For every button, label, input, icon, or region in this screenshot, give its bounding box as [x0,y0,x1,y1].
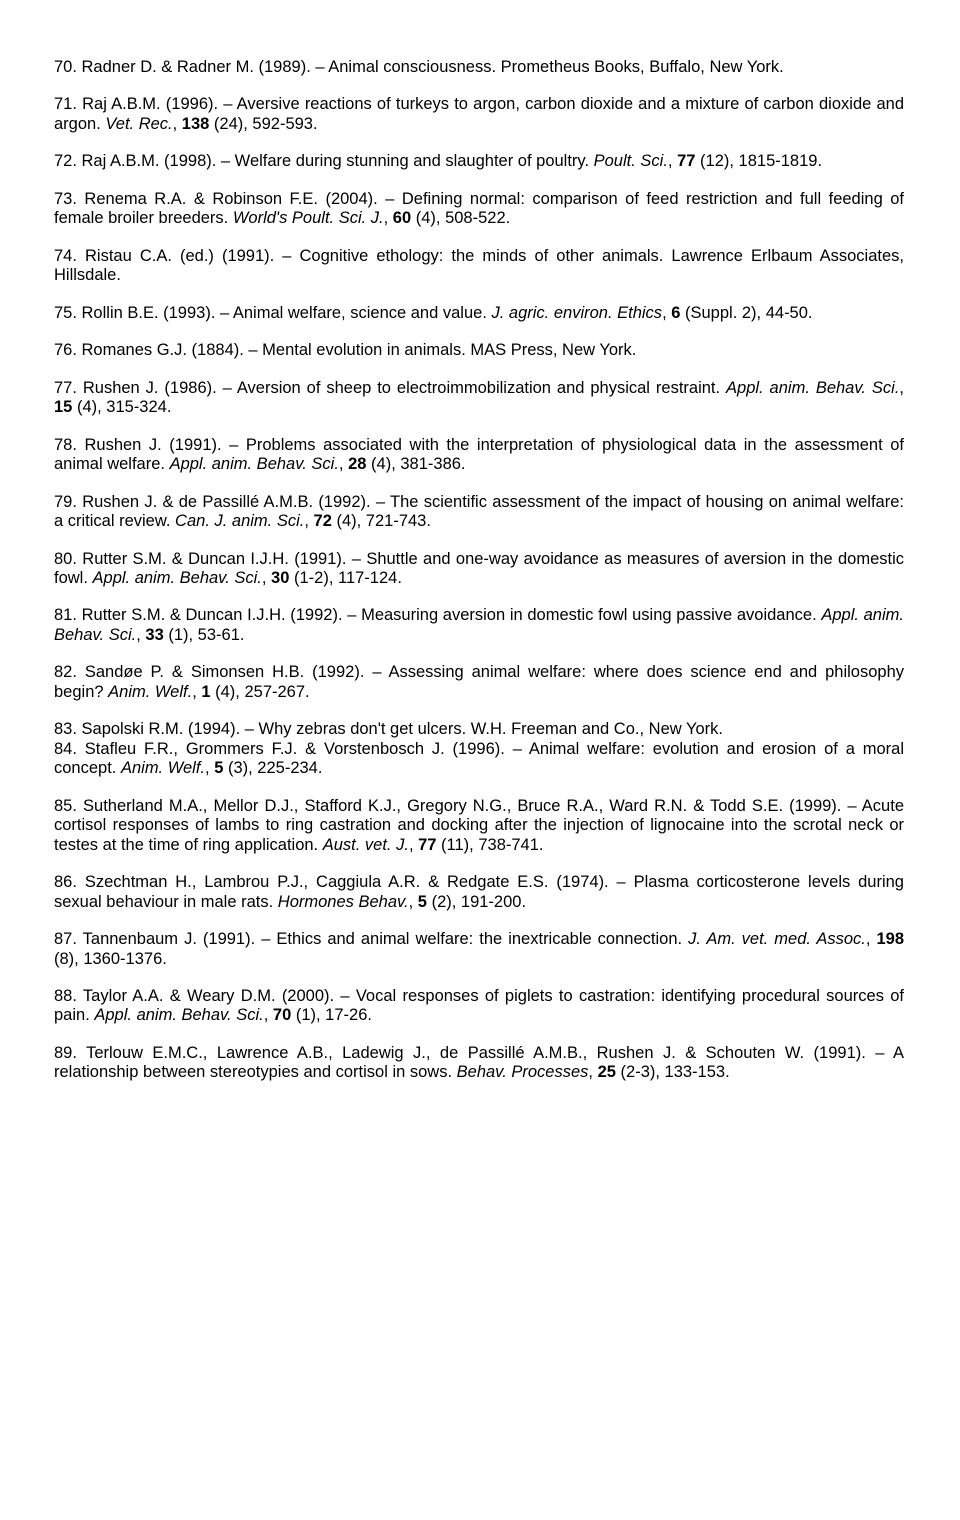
reference-entry: 78. Rushen J. (1991). – Problems associa… [54,436,904,475]
reference-entry: 81. Rutter S.M. & Duncan I.J.H. (1992). … [54,606,904,645]
reference-entry: 74. Ristau C.A. (ed.) (1991). – Cognitiv… [54,247,904,286]
reference-entry: 73. Renema R.A. & Robinson F.E. (2004). … [54,190,904,229]
reference-entry: 89. Terlouw E.M.C., Lawrence A.B., Ladew… [54,1044,904,1083]
reference-entry: 84. Stafleu F.R., Grommers F.J. & Vorste… [54,740,904,779]
reference-entry: 76. Romanes G.J. (1884). – Mental evolut… [54,341,904,360]
reference-entry: 80. Rutter S.M. & Duncan I.J.H. (1991). … [54,550,904,589]
reference-entry: 77. Rushen J. (1986). – Aversion of shee… [54,379,904,418]
reference-entry: 70. Radner D. & Radner M. (1989). – Anim… [54,58,904,77]
reference-entry: 83. Sapolski R.M. (1994). – Why zebras d… [54,720,904,739]
reference-entry: 88. Taylor A.A. & Weary D.M. (2000). – V… [54,987,904,1026]
reference-entry: 71. Raj A.B.M. (1996). – Aversive reacti… [54,95,904,134]
reference-entry: 75. Rollin B.E. (1993). – Animal welfare… [54,304,904,323]
reference-entry: 87. Tannenbaum J. (1991). – Ethics and a… [54,930,904,969]
reference-entry: 72. Raj A.B.M. (1998). – Welfare during … [54,152,904,171]
reference-entry: 79. Rushen J. & de Passillé A.M.B. (1992… [54,493,904,532]
reference-entry: 82. Sandøe P. & Simonsen H.B. (1992). – … [54,663,904,702]
reference-entry: 86. Szechtman H., Lambrou P.J., Caggiula… [54,873,904,912]
references-list: 70. Radner D. & Radner M. (1989). – Anim… [54,58,904,1083]
reference-entry: 85. Sutherland M.A., Mellor D.J., Staffo… [54,797,904,855]
